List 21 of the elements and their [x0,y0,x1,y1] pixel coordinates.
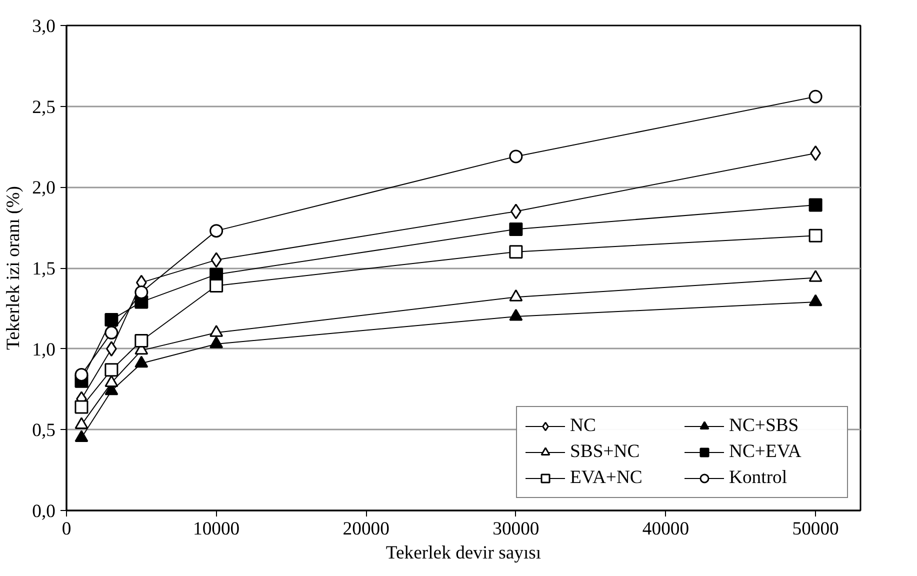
y-tick-label: 0,0 [32,501,56,522]
y-axis-title: Tekerlek izi oranı (%) [3,186,24,350]
legend-label: NC+SBS [729,415,800,437]
legend-label: SBS+NC [570,441,641,463]
x-axis-title: Tekerlek devir sayısı [386,542,542,564]
y-tick-label: 3,0 [32,16,56,37]
legend-label: Kontrol [729,467,788,489]
legend-label: EVA+NC [570,467,644,489]
x-tick-label: 10000 [192,518,240,540]
y-tick-label: 1,0 [32,339,56,360]
legend-label: NC+EVA [729,441,802,463]
y-tick-label: 2,0 [32,178,56,199]
y-tick-label: 0,5 [32,420,56,442]
x-tick-label: 0 [62,518,72,540]
x-tick-label: 20000 [342,518,390,540]
y-tick-label: 2,5 [32,96,56,118]
x-tick-label: 40000 [642,518,690,540]
x-tick-label: 50000 [792,518,839,540]
x-tick-label: 30000 [492,518,540,540]
y-tick-label: 1,5 [32,258,56,280]
legend-label: NC [570,415,597,437]
